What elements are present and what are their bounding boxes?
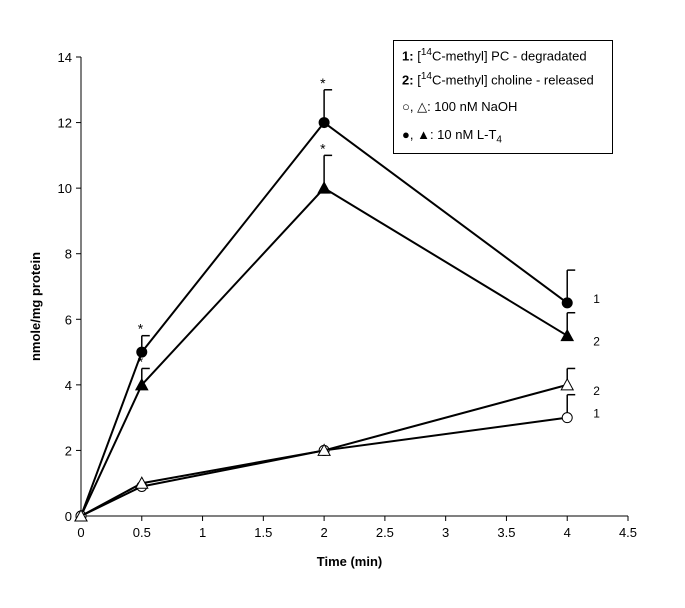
x-tick-label: 0.5: [133, 525, 151, 540]
data-point-circle: [318, 117, 330, 129]
legend-text-2: C-methyl] choline - released: [431, 72, 594, 88]
data-point-triangle: [134, 476, 149, 489]
y-axis-label: nmole/mg protein: [28, 252, 43, 361]
data-point-triangle: [560, 377, 575, 391]
y-tick-label: 10: [58, 181, 72, 196]
legend-text-3: : 100 nM NaOH: [427, 99, 518, 114]
legend-open-symbols: ○, △: [402, 99, 428, 114]
series-line: [80, 121, 568, 517]
legend-sub: 4: [496, 134, 502, 146]
data-point-triangle: [560, 328, 575, 342]
legend: 1: [14C-methyl] PC - degradated 2: [14C-…: [393, 40, 613, 154]
legend-filled-symbols: ●, ▲: [402, 127, 430, 142]
y-tick-label: 6: [65, 312, 72, 327]
x-tick-label: 4.5: [619, 525, 637, 540]
x-tick-label: 4: [564, 525, 571, 540]
series-line: [80, 383, 568, 517]
data-point-triangle: [74, 508, 88, 522]
x-tick-label: 2: [320, 525, 327, 540]
x-tick-label: 3: [442, 525, 449, 540]
legend-num-2: 2:: [402, 72, 414, 88]
legend-text-4: : 10 nM L-T: [429, 127, 497, 142]
y-tick-label: 8: [65, 247, 72, 262]
series-line: [80, 416, 568, 517]
data-point-triangle: [317, 443, 331, 456]
y-tick-label: 12: [58, 116, 72, 131]
series-end-label: 2: [593, 384, 600, 398]
legend-sup: 14: [420, 47, 432, 58]
x-tick-label: 1: [199, 525, 206, 540]
significance-mark: *: [320, 75, 326, 91]
series-line: [80, 186, 568, 517]
legend-bracket: [: [417, 48, 421, 64]
x-tick-label: 3.5: [497, 525, 515, 540]
legend-sup: 14: [420, 71, 432, 82]
y-tick-label: 4: [65, 378, 72, 393]
series-end-label: 1: [593, 292, 600, 306]
data-point-triangle: [134, 377, 149, 391]
y-tick-label: 0: [65, 509, 72, 524]
legend-bracket: [: [417, 72, 421, 88]
significance-mark: *: [138, 321, 144, 337]
data-point-triangle: [317, 181, 331, 194]
x-tick-label: 1.5: [254, 525, 272, 540]
x-axis-label: Time (min): [317, 554, 383, 569]
y-tick-label: 2: [65, 443, 72, 458]
legend-text-1: C-methyl] PC - degradated: [431, 48, 587, 64]
significance-mark: *: [138, 353, 144, 369]
series-end-label: 2: [593, 335, 600, 349]
legend-num-1: 1:: [402, 48, 414, 64]
data-point-circle: [136, 346, 148, 358]
x-tick-label: 0: [77, 525, 84, 540]
series-end-label: 1: [593, 407, 600, 421]
data-point-circle: [561, 412, 573, 424]
data-point-circle: [561, 297, 573, 309]
x-tick-label: 2.5: [376, 525, 394, 540]
y-tick-label: 14: [58, 50, 72, 65]
significance-mark: *: [320, 140, 326, 156]
